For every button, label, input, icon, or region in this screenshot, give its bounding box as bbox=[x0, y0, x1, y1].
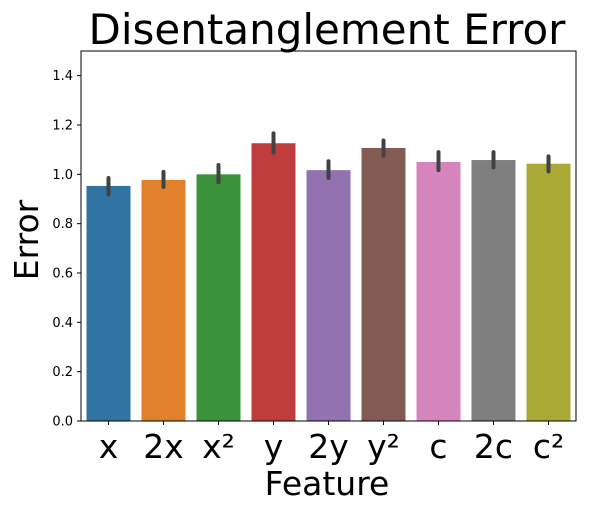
y-axis-ticks: 0.0 0.2 0.4 0.6 0.8 1.0 1.2 1.4 bbox=[52, 69, 81, 430]
x-tick-label: c² bbox=[533, 427, 564, 466]
bar-8 bbox=[526, 163, 571, 421]
x-tick-label: y² bbox=[367, 427, 400, 466]
bar-1 bbox=[141, 180, 186, 421]
bar-5 bbox=[361, 147, 406, 421]
x-tick-label: 2c bbox=[474, 427, 513, 466]
y-tick-label: 0.0 bbox=[52, 415, 73, 430]
y-tick-label: 1.2 bbox=[52, 119, 73, 134]
bar-7 bbox=[471, 160, 516, 421]
chart-title: Disentanglement Error bbox=[89, 5, 567, 54]
y-tick-label: 0.2 bbox=[52, 365, 73, 380]
bar-3 bbox=[251, 143, 296, 421]
x-tick-label: y bbox=[264, 427, 284, 466]
plot-frame bbox=[80, 50, 577, 422]
bar-2 bbox=[196, 174, 241, 421]
x-tick-label: c bbox=[429, 427, 447, 466]
x-tick-label: x² bbox=[202, 427, 235, 466]
x-tick-label: 2y bbox=[308, 427, 349, 466]
error-bars-group bbox=[106, 131, 551, 197]
x-axis-ticks: x 2x x² y 2y y² c 2c c² bbox=[99, 421, 564, 466]
y-tick-label: 0.6 bbox=[52, 267, 73, 282]
x-tick-label: x bbox=[99, 427, 119, 466]
bar-6 bbox=[416, 162, 461, 421]
bar-4 bbox=[306, 170, 351, 421]
bars-group bbox=[86, 143, 571, 421]
y-tick-label: 1.0 bbox=[52, 168, 73, 183]
y-tick-label: 1.4 bbox=[52, 69, 73, 84]
y-tick-label: 0.8 bbox=[52, 217, 73, 232]
y-axis-label: Error bbox=[7, 199, 46, 280]
x-tick-label: 2x bbox=[143, 427, 184, 466]
y-tick-label: 0.4 bbox=[52, 316, 73, 331]
x-axis-label: Feature bbox=[265, 464, 390, 503]
bar-0 bbox=[86, 185, 131, 421]
